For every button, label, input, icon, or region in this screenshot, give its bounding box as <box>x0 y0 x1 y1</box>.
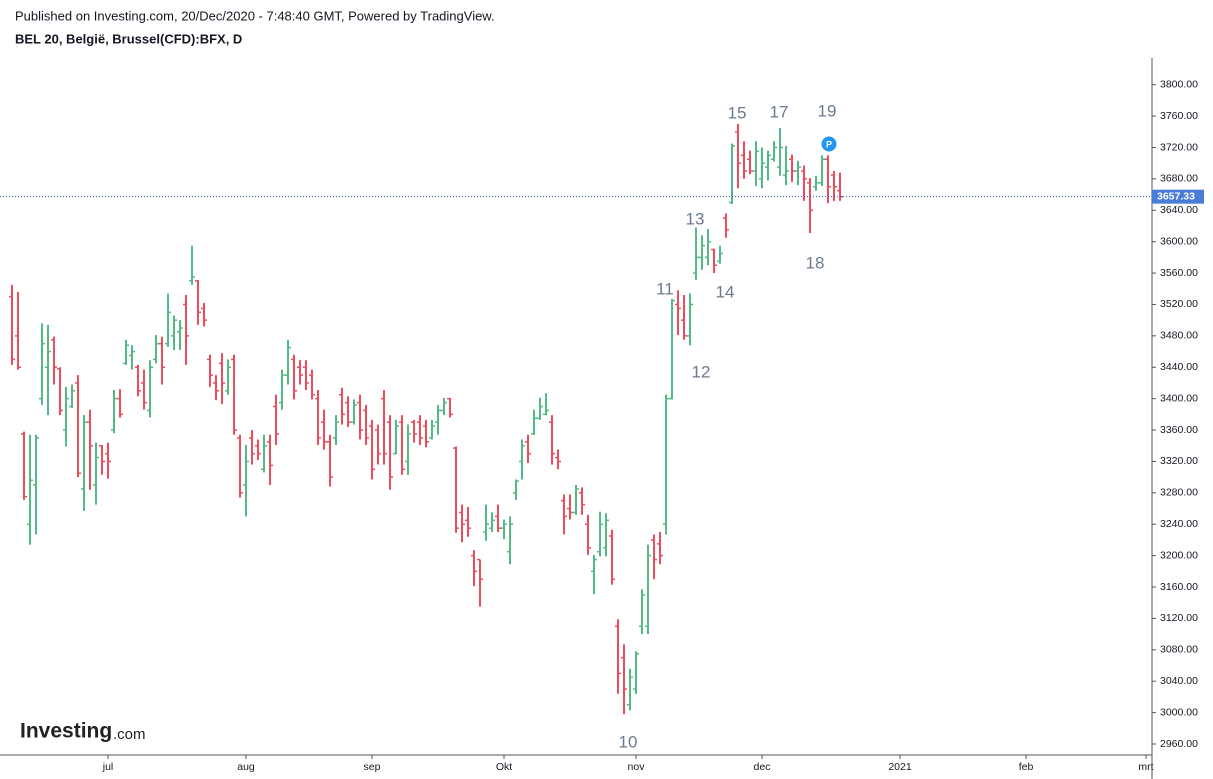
y-tick-label: 3640.00 <box>1160 204 1198 216</box>
y-tick-label: 3080.00 <box>1160 644 1198 656</box>
y-tick-label: 3480.00 <box>1160 330 1198 342</box>
logo: Investing <box>20 720 112 743</box>
marker-circle <box>821 136 837 152</box>
annotation: 15 <box>728 103 747 122</box>
annotation: 18 <box>806 253 825 272</box>
y-tick-label: 3560.00 <box>1160 267 1198 279</box>
x-tick-label: 2021 <box>888 761 912 773</box>
annotation: 14 <box>716 282 735 301</box>
annotation: 11 <box>656 279 674 298</box>
chart-title: BEL 20, België, Brussel(CFD):BFX, D <box>15 31 242 46</box>
annotation: 10 <box>619 732 638 751</box>
y-tick-label: 3720.00 <box>1160 141 1198 153</box>
y-tick-label: 3000.00 <box>1160 706 1198 718</box>
y-tick-label: 3280.00 <box>1160 487 1198 499</box>
y-tick-label: 3680.00 <box>1160 173 1198 185</box>
annotation: 12 <box>692 362 711 381</box>
y-tick-label: 3440.00 <box>1160 361 1198 373</box>
x-tick-label: dec <box>754 761 771 773</box>
y-tick-label: 3800.00 <box>1160 78 1198 90</box>
annotation: 17 <box>770 102 789 121</box>
marker-label: P <box>826 139 832 149</box>
x-tick-label: Okt <box>496 761 512 773</box>
y-tick-label: 3520.00 <box>1160 298 1198 310</box>
y-tick-label: 3240.00 <box>1160 518 1198 530</box>
y-tick-label: 3160.00 <box>1160 581 1198 593</box>
y-tick-label: 3600.00 <box>1160 235 1198 247</box>
x-tick-label: feb <box>1019 761 1034 773</box>
last-price-label: 3657.33 <box>1157 190 1195 202</box>
published-note: Published on Investing.com, 20/Dec/2020 … <box>15 8 495 23</box>
y-tick-label: 3360.00 <box>1160 424 1198 436</box>
logo-suffix: .com <box>113 726 146 743</box>
y-tick-label: 3120.00 <box>1160 612 1198 624</box>
x-tick-label: sep <box>364 761 381 773</box>
y-tick-label: 3040.00 <box>1160 675 1198 687</box>
last-price-box <box>1152 189 1204 204</box>
annotation: 13 <box>686 209 705 228</box>
y-tick-label: 3400.00 <box>1160 392 1198 404</box>
y-tick-label: 2960.00 <box>1160 738 1198 750</box>
x-tick-label: jul <box>102 761 114 773</box>
x-tick-label: nov <box>628 761 646 773</box>
y-tick-label: 3200.00 <box>1160 549 1198 561</box>
x-tick-label: aug <box>237 761 255 773</box>
annotation: 19 <box>818 101 837 120</box>
y-tick-label: 3320.00 <box>1160 455 1198 467</box>
x-tick-label: mrt <box>1138 761 1153 773</box>
y-tick-label: 3760.00 <box>1160 110 1198 122</box>
